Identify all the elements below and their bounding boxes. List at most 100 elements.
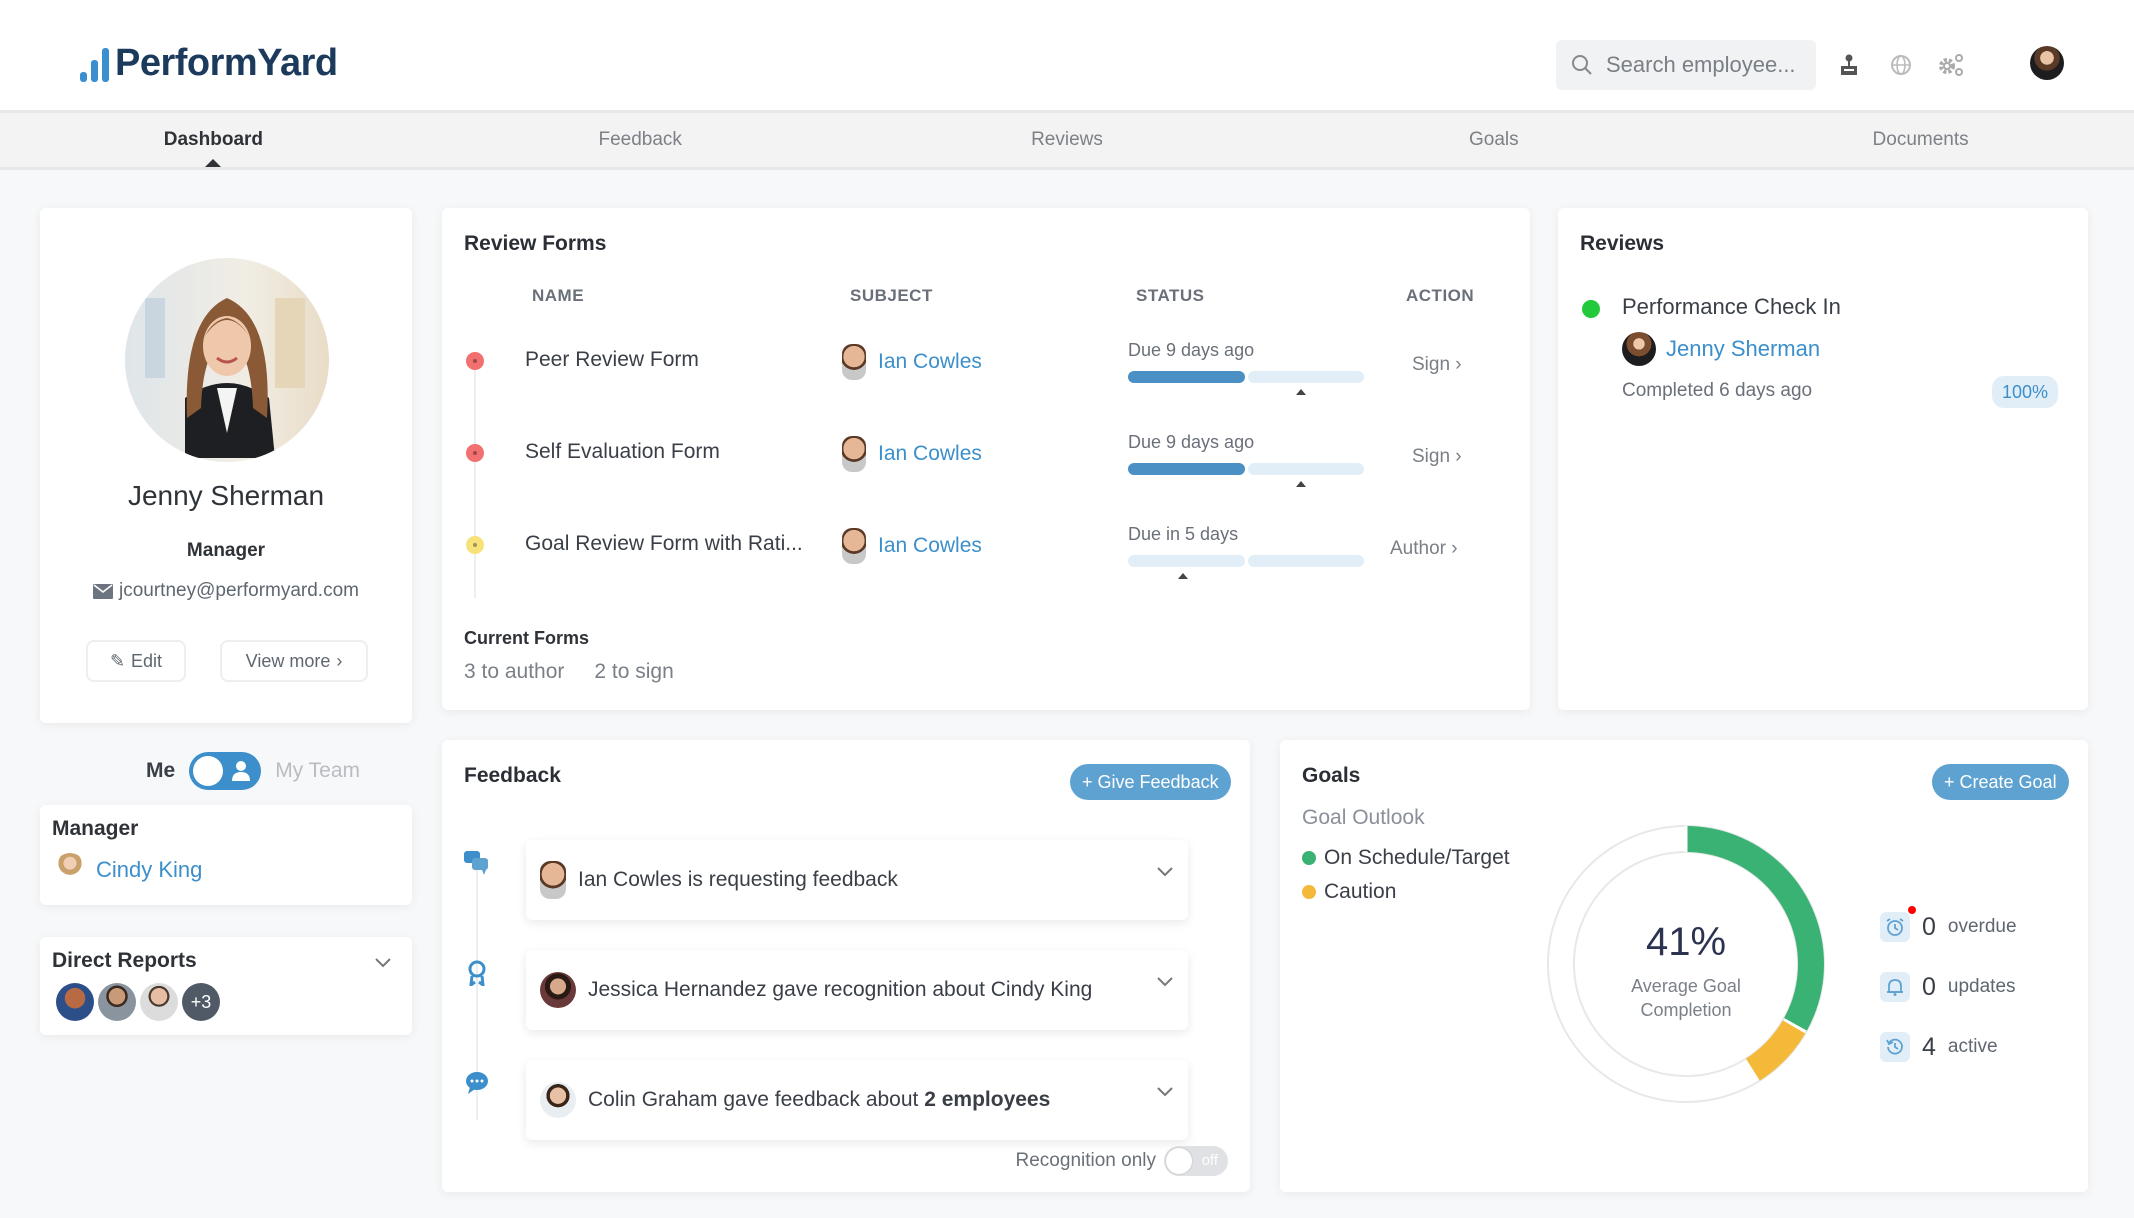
give-feedback-button[interactable]: + Give Feedback xyxy=(1070,764,1231,800)
chevron-down-icon[interactable] xyxy=(1156,976,1174,988)
chevron-down-icon[interactable] xyxy=(374,957,392,969)
tab-goals[interactable]: Goals xyxy=(1468,129,1519,150)
subject-link[interactable]: Ian Cowles xyxy=(842,344,982,380)
user-avatar[interactable] xyxy=(2030,46,2064,80)
bell-icon xyxy=(1880,972,1910,1002)
envelope-icon xyxy=(93,583,113,599)
tab-reviews[interactable]: Reviews xyxy=(1031,129,1103,150)
review-forms-card: Review Forms NAME SUBJECT STATUS ACTION … xyxy=(442,208,1530,710)
subject-link[interactable]: Ian Cowles xyxy=(842,436,982,472)
top-bar: PerformYard xyxy=(0,0,2134,110)
table-row[interactable]: Goal Review Form with Rati... Ian Cowles… xyxy=(442,522,1530,582)
table-row[interactable]: Self Evaluation Form Ian Cowles Due 9 da… xyxy=(442,430,1530,490)
profile-card: Jenny Sherman Manager jcourtney@performy… xyxy=(40,208,412,723)
status-cell: Due in 5 days xyxy=(1128,524,1364,579)
feedback-item[interactable]: Colin Graham gave feedback about 2 emplo… xyxy=(526,1060,1188,1140)
col-action: ACTION xyxy=(1406,286,1475,305)
col-subject: SUBJECT xyxy=(850,286,933,305)
chevron-right-icon: › xyxy=(336,650,343,671)
manager-avatar xyxy=(54,853,86,887)
progress-bar xyxy=(1128,555,1364,579)
me-label: Me xyxy=(146,759,176,782)
author-action[interactable]: Author › xyxy=(1390,538,1458,559)
sign-action[interactable]: Sign › xyxy=(1412,354,1462,375)
speech-bubble-icon xyxy=(464,1070,490,1096)
avatar xyxy=(1622,332,1656,366)
tab-dashboard[interactable]: Dashboard xyxy=(0,113,427,167)
progress-bar xyxy=(1128,463,1364,487)
logo-text: PerformYard xyxy=(115,42,338,84)
alarm-clock-icon xyxy=(1880,906,1916,942)
col-name: NAME xyxy=(532,286,585,305)
stat-overdue[interactable]: 0 overdue xyxy=(1880,906,2017,942)
recognition-switch[interactable]: off xyxy=(1164,1146,1228,1176)
subject-link[interactable]: Ian Cowles xyxy=(842,528,982,564)
direct-reports-card[interactable]: Direct Reports +3 xyxy=(40,937,412,1035)
search-input[interactable] xyxy=(1606,52,1806,78)
chevron-down-icon[interactable] xyxy=(1156,866,1174,878)
goal-completion-donut[interactable]: 41% Average Goal Completion xyxy=(1544,822,1828,1106)
chevron-down-icon[interactable] xyxy=(1156,1086,1174,1098)
status-dot xyxy=(466,536,484,554)
tab-documents[interactable]: Documents xyxy=(1872,129,1969,150)
avatar xyxy=(540,1082,576,1118)
table-row[interactable]: Peer Review Form Ian Cowles Due 9 days a… xyxy=(442,338,1530,398)
percent-badge: 100% xyxy=(1992,376,2059,408)
yellow-dot-icon xyxy=(1302,885,1316,899)
org-chart-icon[interactable] xyxy=(1834,50,1864,80)
stat-updates[interactable]: 0 updates xyxy=(1880,972,2016,1002)
col-status: STATUS xyxy=(1136,286,1205,305)
feedback-item[interactable]: Ian Cowles is requesting feedback xyxy=(526,840,1188,920)
status-cell: Due 9 days ago xyxy=(1128,340,1364,395)
status-dot xyxy=(466,352,484,370)
more-reports-badge[interactable]: +3 xyxy=(182,983,220,1021)
edit-profile-button[interactable]: ✎ Edit xyxy=(86,640,186,682)
to-sign-count[interactable]: 2 to sign xyxy=(594,660,674,683)
review-name[interactable]: Performance Check In xyxy=(1622,294,1841,319)
view-toggle[interactable]: Me My Team xyxy=(146,752,360,790)
search-icon xyxy=(1572,55,1592,75)
avatar xyxy=(540,972,576,1008)
pencil-icon: ✎ xyxy=(109,650,126,671)
status-dot xyxy=(1582,300,1600,318)
search-box[interactable] xyxy=(1556,40,1816,90)
green-dot-icon xyxy=(1302,851,1316,865)
avatar xyxy=(842,436,866,472)
manager-card: Manager Cindy King xyxy=(40,805,412,905)
create-goal-button[interactable]: + Create Goal xyxy=(1932,764,2069,800)
direct-reports-title: Direct Reports xyxy=(52,949,197,972)
status-cell: Due 9 days ago xyxy=(1128,432,1364,487)
current-forms-title: Current Forms xyxy=(464,628,590,648)
status-dot xyxy=(466,444,484,462)
view-more-button[interactable]: View more › xyxy=(220,640,368,682)
avatar[interactable] xyxy=(140,983,178,1021)
tab-feedback[interactable]: Feedback xyxy=(598,129,682,150)
manager-title: Manager xyxy=(52,817,139,840)
history-icon xyxy=(1880,1032,1910,1062)
notification-dot xyxy=(1908,906,1916,914)
stat-active[interactable]: 4 active xyxy=(1880,1032,1998,1062)
performyard-logo[interactable]: PerformYard xyxy=(80,44,338,82)
reviews-card: Reviews Performance Check In Jenny Sherm… xyxy=(1558,208,2088,710)
feedback-item[interactable]: Jessica Hernandez gave recognition about… xyxy=(526,950,1188,1030)
review-person-link[interactable]: Jenny Sherman xyxy=(1622,332,1820,366)
logo-mark-icon xyxy=(80,46,109,82)
sign-action[interactable]: Sign › xyxy=(1412,446,1462,467)
award-ribbon-icon xyxy=(464,960,490,986)
direct-reports-avatars: +3 xyxy=(56,983,220,1021)
recognition-only-toggle[interactable]: Recognition only off xyxy=(1016,1146,1228,1176)
settings-icon[interactable] xyxy=(1936,50,1966,80)
feedback-card: Feedback + Give Feedback Ian Cowles is r… xyxy=(442,740,1250,1192)
globe-icon[interactable] xyxy=(1886,50,1916,80)
profile-email: jcourtney@performyard.com xyxy=(40,580,412,602)
my-team-label: My Team xyxy=(275,759,360,782)
avatar[interactable] xyxy=(98,983,136,1021)
avatar xyxy=(540,861,566,899)
to-author-count[interactable]: 3 to author xyxy=(464,660,565,683)
chat-bubbles-icon xyxy=(464,850,490,876)
me-team-switch[interactable] xyxy=(189,752,262,790)
timeline-line xyxy=(476,860,478,1120)
manager-link[interactable]: Cindy King xyxy=(54,853,202,887)
avatar xyxy=(842,344,866,380)
avatar[interactable] xyxy=(56,983,94,1021)
